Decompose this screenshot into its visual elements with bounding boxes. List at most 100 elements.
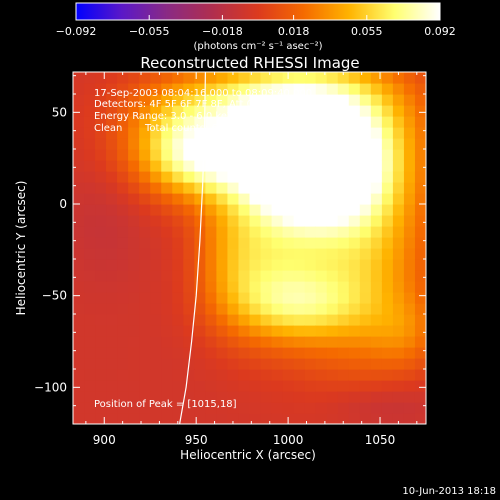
heatmap-cell xyxy=(249,105,262,117)
heatmap-cell xyxy=(249,391,262,403)
heatmap-cell xyxy=(216,413,229,424)
heatmap-cell xyxy=(106,402,118,414)
heatmap-cell xyxy=(304,116,317,128)
heatmap-cell xyxy=(183,83,195,95)
heatmap-cell xyxy=(326,314,339,326)
colorbar-unit-label: (photons cm⁻² s⁻¹ asec⁻²) xyxy=(193,41,322,52)
heatmap-cell xyxy=(249,226,262,238)
heatmap-cell xyxy=(227,259,240,271)
heatmap-cell xyxy=(282,358,295,370)
heatmap-cell xyxy=(403,171,416,183)
heatmap-cell xyxy=(139,83,151,95)
y-tick-label: 0 xyxy=(59,197,67,211)
heatmap-cell xyxy=(304,72,317,84)
heatmap-cell xyxy=(161,182,173,194)
heatmap-cell xyxy=(73,402,85,414)
heatmap-cell xyxy=(73,226,85,238)
heatmap-cell xyxy=(260,413,273,424)
heatmap-cell xyxy=(216,160,229,172)
heatmap-cell xyxy=(205,248,218,260)
heatmap-cell xyxy=(249,402,262,414)
heatmap-cell xyxy=(205,204,218,216)
heatmap-cell xyxy=(414,160,426,172)
heatmap-cell xyxy=(348,413,361,424)
heatmap-cell xyxy=(403,336,416,348)
heatmap-cell xyxy=(359,215,372,227)
heatmap-cell xyxy=(271,237,284,249)
heatmap-cell xyxy=(84,237,96,249)
heatmap-cell xyxy=(106,380,118,392)
heatmap-cell xyxy=(205,347,218,359)
heatmap-cell xyxy=(161,303,173,315)
heatmap-cell xyxy=(304,369,317,381)
heatmap-cell xyxy=(315,193,328,205)
heatmap-cell xyxy=(414,171,426,183)
heatmap-cell xyxy=(370,149,383,161)
heatmap-cell xyxy=(315,105,328,117)
heatmap-cell xyxy=(172,281,184,293)
heatmap-cell xyxy=(337,402,350,414)
heatmap-cell xyxy=(128,215,140,227)
heatmap-cell xyxy=(238,369,251,381)
heatmap-cell xyxy=(249,215,262,227)
heatmap-cell xyxy=(337,325,350,337)
heatmap-cell xyxy=(271,259,284,271)
heatmap-cell xyxy=(194,116,206,128)
heatmap-cell xyxy=(249,369,262,381)
heatmap-cell xyxy=(282,116,295,128)
heatmap-cell xyxy=(238,358,251,370)
heatmap-cell xyxy=(381,226,394,238)
heatmap-cell xyxy=(194,138,206,150)
heatmap-cell xyxy=(205,237,218,249)
heatmap-cell xyxy=(205,72,218,84)
heatmap-cell xyxy=(128,325,140,337)
heatmap-cell xyxy=(238,94,251,106)
heatmap-cell xyxy=(304,160,317,172)
heatmap-cell xyxy=(282,391,295,403)
heatmap-cell xyxy=(95,160,107,172)
heatmap-cell xyxy=(150,336,162,348)
heatmap-cell xyxy=(304,281,317,293)
heatmap-cell xyxy=(183,248,195,260)
heatmap-cell xyxy=(370,336,383,348)
heatmap-cell xyxy=(194,380,206,392)
heatmap-cell xyxy=(293,303,306,315)
heatmap-cell xyxy=(403,413,416,424)
heatmap-cell xyxy=(381,72,394,84)
heatmap-cell xyxy=(73,72,85,84)
heatmap-cell xyxy=(205,336,218,348)
heatmap-cell xyxy=(359,237,372,249)
heatmap-cell xyxy=(414,369,426,381)
heatmap-cell xyxy=(84,215,96,227)
heatmap-cell xyxy=(73,116,85,128)
heatmap-cell xyxy=(172,94,184,106)
heatmap-cell xyxy=(205,281,218,293)
heatmap-cell xyxy=(326,171,339,183)
heatmap-cell xyxy=(359,149,372,161)
heatmap-cell xyxy=(304,237,317,249)
heatmap-cell xyxy=(150,380,162,392)
y-axis-label: Heliocentric Y (arcsec) xyxy=(14,181,28,316)
heatmap-cell xyxy=(282,380,295,392)
heatmap-cell xyxy=(183,281,195,293)
heatmap-cell xyxy=(128,182,140,194)
heatmap-cell xyxy=(260,303,273,315)
heatmap-cell xyxy=(249,138,262,150)
heatmap-cell xyxy=(381,369,394,381)
heatmap-cell xyxy=(392,193,405,205)
heatmap-cell xyxy=(161,369,173,381)
annotation-peak-position: Position of Peak = [1015,18] xyxy=(94,399,237,410)
heatmap-cell xyxy=(117,237,129,249)
heatmap-cell xyxy=(249,204,262,216)
heatmap-cell xyxy=(315,325,328,337)
heatmap-cell xyxy=(392,138,405,150)
heatmap-cell xyxy=(172,314,184,326)
heatmap-cell xyxy=(392,303,405,315)
heatmap-cell xyxy=(139,204,151,216)
heatmap-cell xyxy=(227,72,240,84)
heatmap-cell xyxy=(139,182,151,194)
colorbar-tick-label: 0.055 xyxy=(351,25,383,38)
heatmap-cell xyxy=(271,105,284,117)
heatmap-cell xyxy=(403,83,416,95)
annotation-counts: Total counts: 6.04E+04 xyxy=(144,123,261,134)
